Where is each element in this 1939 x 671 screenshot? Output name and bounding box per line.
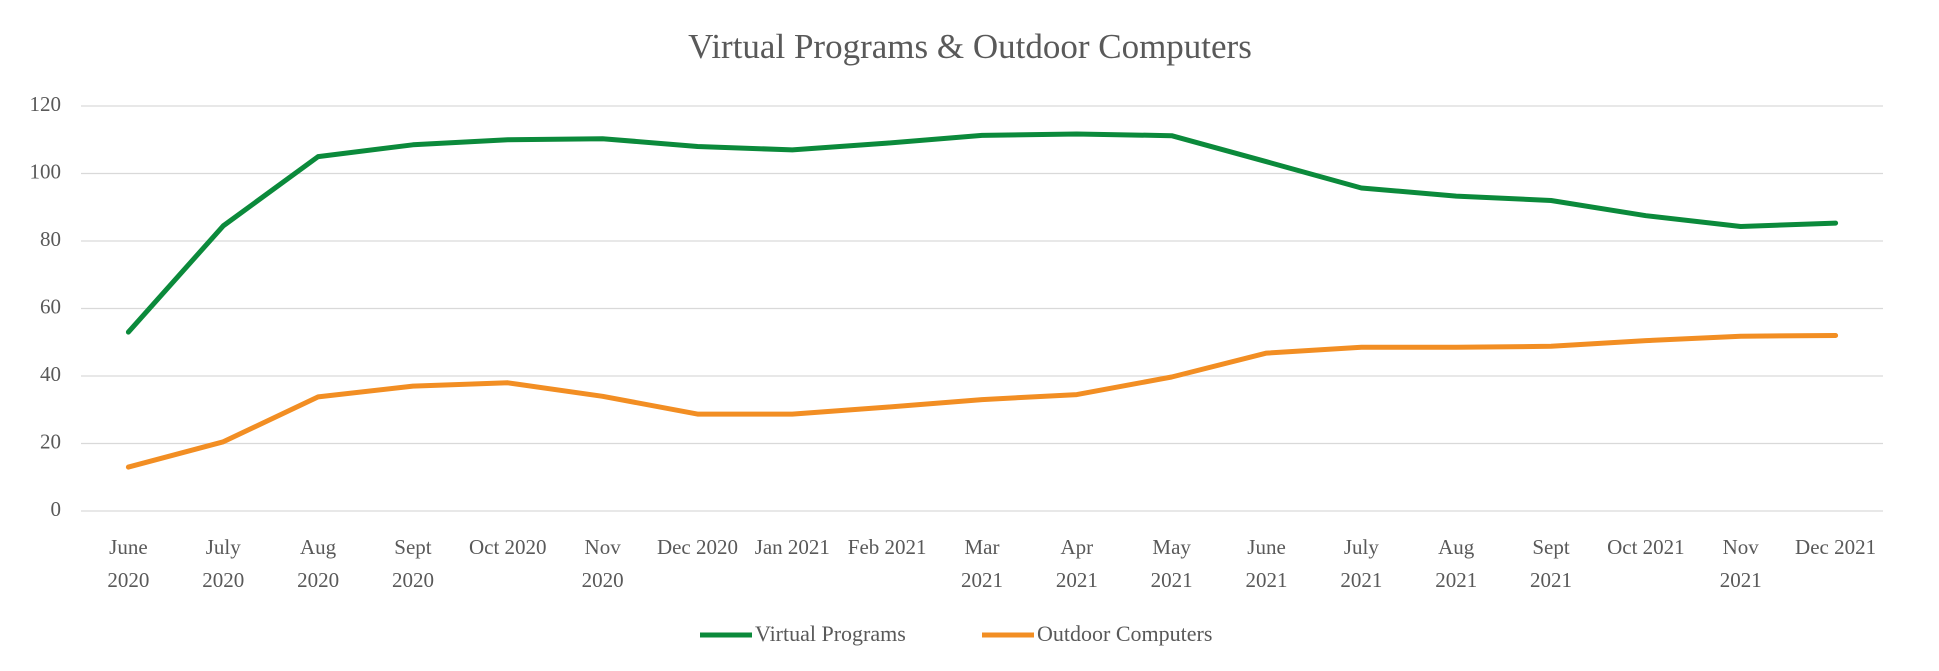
y-tick-label: 20	[40, 429, 61, 453]
y-tick-label: 80	[40, 227, 61, 251]
x-tick-label: Sept 2020	[391, 535, 434, 592]
x-tick-label: Aug 2021	[1435, 535, 1478, 592]
x-tick-label: Apr 2021	[1055, 535, 1098, 592]
x-tick-label: Dec 2021	[1795, 535, 1877, 559]
x-tick-label: Aug 2020	[297, 535, 340, 592]
x-tick-label: Jan 2021	[754, 535, 830, 559]
x-tick-label: July 2020	[202, 535, 245, 592]
legend-label: Outdoor Computers	[1037, 621, 1212, 646]
x-tick-label: July 2021	[1340, 535, 1383, 592]
x-tick-label: Sept 2021	[1530, 535, 1573, 592]
x-tick-label: Dec 2020	[656, 535, 738, 559]
y-tick-label: 40	[40, 362, 61, 386]
x-tick-label: Mar 2021	[961, 535, 1003, 592]
x-tick-label: Oct 2020	[468, 535, 547, 559]
x-tick-label: Nov 2020	[581, 535, 624, 592]
x-tick-label: June 2021	[1245, 535, 1288, 592]
legend-label: Virtual Programs	[755, 621, 906, 646]
x-tick-label: May 2021	[1150, 535, 1193, 592]
x-tick-label: Nov 2021	[1719, 535, 1762, 592]
x-tick-label: Oct 2021	[1607, 535, 1685, 559]
y-tick-label: 0	[51, 497, 62, 521]
x-tick-label: June 2020	[107, 535, 150, 592]
x-tick-label: Feb 2021	[847, 535, 927, 559]
series-line	[125, 333, 1839, 470]
series-line	[125, 131, 1839, 335]
chart-title: Virtual Programs & Outdoor Computers	[688, 27, 1252, 66]
y-tick-label: 100	[30, 159, 62, 183]
y-tick-label: 60	[40, 294, 61, 318]
y-tick-label: 120	[30, 92, 62, 116]
